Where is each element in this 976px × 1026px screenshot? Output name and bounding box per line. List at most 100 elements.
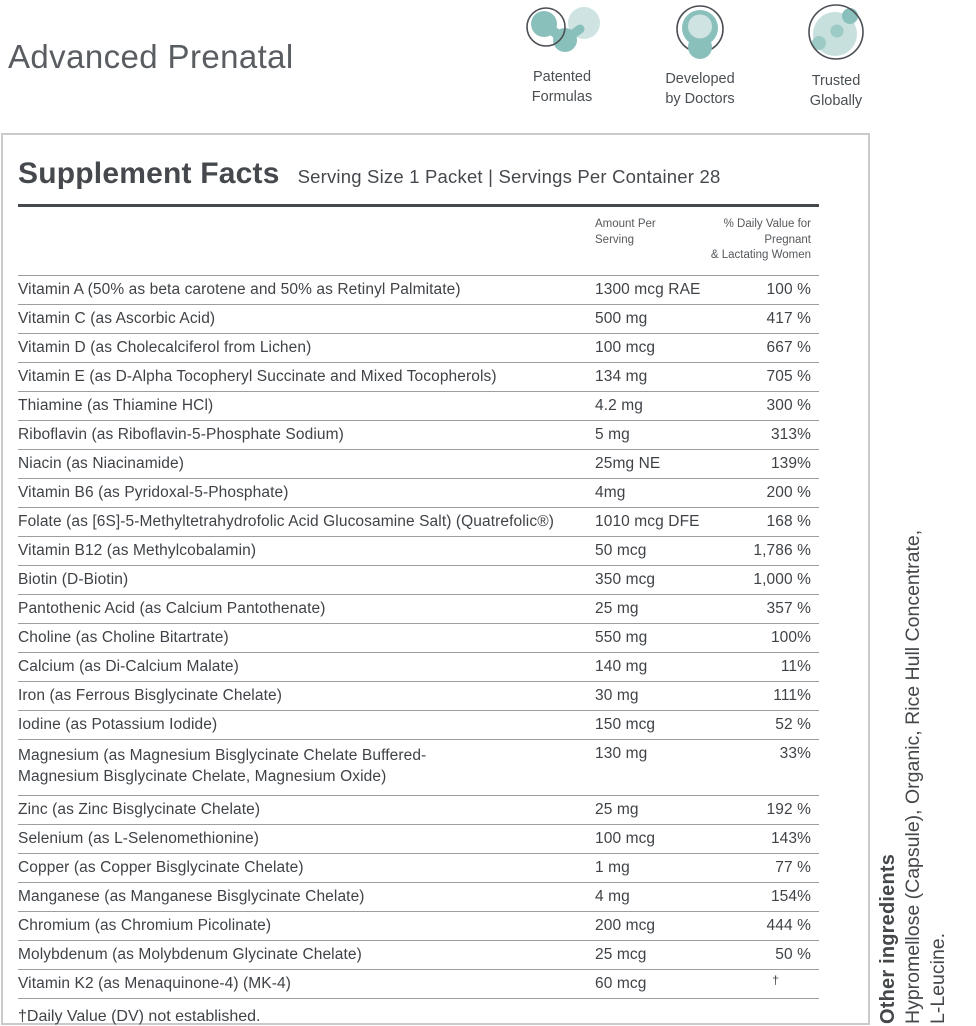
- nutrient-daily-value: 52 %: [775, 715, 811, 733]
- table-row: Vitamin B6 (as Pyridoxal-5-Phosphate) 4m…: [18, 479, 819, 508]
- nutrient-name: Selenium (as L-Selenomethionine): [18, 829, 259, 847]
- nutrient-daily-value: 168 %: [766, 512, 811, 530]
- nutrient-daily-value: 357 %: [766, 599, 811, 617]
- table-row: Selenium (as L-Selenomethionine) 100 mcg…: [18, 825, 819, 854]
- nutrient-daily-value: 667 %: [766, 338, 811, 356]
- nutrient-daily-value: 143%: [770, 829, 811, 847]
- nutrient-name: Choline (as Choline Bitartrate): [18, 628, 229, 646]
- badge-label: Developed by Doctors: [665, 71, 735, 107]
- nutrient-amount: 4mg: [595, 483, 626, 501]
- nutrient-amount: 30 mg: [595, 686, 639, 704]
- nutrient-amount: 100 mcg: [595, 338, 656, 356]
- nutrient-name: Vitamin C (as Ascorbic Acid): [18, 309, 216, 327]
- nutrient-amount: 200 mcg: [595, 916, 656, 934]
- nutrient-name: Chromium (as Chromium Picolinate): [18, 916, 272, 934]
- nutrient-daily-value: 139%: [770, 454, 811, 472]
- nutrient-amount: 150 mcg: [595, 715, 656, 733]
- footnote: †Daily Value (DV) not established.: [18, 1007, 261, 1025]
- nutrient-name: Iodine (as Potassium Iodide): [18, 715, 218, 733]
- nutrient-amount: 100 mcg: [595, 829, 656, 847]
- badge-developed-by-doctors: Developed by Doctors: [636, 2, 764, 109]
- nutrient-name: Vitamin D (as Cholecalciferol from Liche…: [18, 338, 312, 356]
- nutrient-name: Manganese (as Manganese Bisglycinate Che…: [18, 887, 365, 905]
- nutrient-daily-value: 100%: [770, 628, 811, 646]
- table-row: Vitamin K2 (as Menaquinone-4) (MK-4) 60 …: [18, 970, 819, 999]
- nutrient-name: Magnesium (as Magnesium Bisglycinate Che…: [18, 746, 427, 786]
- nutrient-name: Vitamin B12 (as Methylcobalamin): [18, 541, 257, 559]
- nutrient-name: Calcium (as Di-Calcium Malate): [18, 657, 239, 675]
- nutrient-daily-value: 1,786 %: [753, 541, 811, 559]
- column-spacer: [18, 217, 595, 264]
- doctor-icon: [676, 5, 724, 59]
- nutrient-daily-value: 200 %: [766, 483, 811, 501]
- nutrient-daily-value: 50 %: [775, 945, 811, 963]
- nutrient-amount: 4 mg: [595, 887, 630, 905]
- table-row: Niacin (as Niacinamide) 25mg NE 139%: [18, 450, 819, 479]
- page-title: Advanced Prenatal: [8, 38, 294, 75]
- nutrient-daily-value: 1,000 %: [753, 570, 811, 588]
- nutrient-name: Iron (as Ferrous Bisglycinate Chelate): [18, 686, 282, 704]
- nutrient-amount: 25 mcg: [595, 945, 647, 963]
- badge-trusted-globally: Trusted Globally: [772, 2, 900, 111]
- nutrient-name: Vitamin B6 (as Pyridoxal-5-Phosphate): [18, 483, 289, 501]
- table-row: Vitamin B12 (as Methylcobalamin) 50 mcg …: [18, 537, 819, 566]
- nutrient-amount: 25mg NE: [595, 454, 661, 472]
- table-row: Biotin (D-Biotin) 350 mcg 1,000 %: [18, 566, 819, 595]
- nutrient-daily-value: 100 %: [766, 280, 811, 298]
- facts-title: Supplement Facts: [18, 157, 280, 190]
- nutrient-name: Folate (as [6S]-5-Methyltetrahydrofolic …: [18, 512, 554, 530]
- table-row: Riboflavin (as Riboflavin-5-Phosphate So…: [18, 421, 819, 450]
- supplement-facts-panel: Supplement Facts Serving Size 1 Packet |…: [1, 133, 870, 1025]
- table-row: Pantothenic Acid (as Calcium Pantothenat…: [18, 595, 819, 624]
- nutrient-amount: 5 mg: [595, 425, 630, 443]
- nutrient-amount: 1300 mcg RAE: [595, 280, 701, 298]
- table-row: Manganese (as Manganese Bisglycinate Che…: [18, 883, 819, 912]
- badge-patented-formulas: Patented Formulas: [498, 2, 626, 107]
- column-header-daily-value: % Daily Value for Pregnant & Lactating W…: [710, 218, 811, 262]
- nutrient-daily-value: 417 %: [766, 309, 811, 327]
- nutrient-amount: 350 mcg: [595, 570, 656, 588]
- nutrient-daily-value: 313%: [770, 425, 811, 443]
- nutrient-name: Copper (as Copper Bisglycinate Chelate): [18, 858, 304, 876]
- column-header-amount: Amount Per Serving: [595, 218, 656, 246]
- nutrient-name: Thiamine (as Thiamine HCl): [18, 396, 214, 414]
- table-row: Vitamin A (50% as beta carotene and 50% …: [18, 276, 819, 305]
- table-row: Copper (as Copper Bisglycinate Chelate) …: [18, 854, 819, 883]
- table-row: Molybdenum (as Molybdenum Glycinate Chel…: [18, 941, 819, 970]
- header-rule: [18, 204, 819, 207]
- table-row: Folate (as [6S]-5-Methyltetrahydrofolic …: [18, 508, 819, 537]
- table-row: Magnesium (as Magnesium Bisglycinate Che…: [18, 740, 819, 796]
- nutrient-amount: 1 mg: [595, 858, 630, 876]
- nutrient-daily-value: 444 %: [766, 916, 811, 934]
- facts-rows: Vitamin A (50% as beta carotene and 50% …: [18, 276, 819, 999]
- table-row: Choline (as Choline Bitartrate) 550 mg 1…: [18, 624, 819, 653]
- table-row: Zinc (as Zinc Bisglycinate Chelate) 25 m…: [18, 796, 819, 825]
- nutrient-daily-value: 705 %: [766, 367, 811, 385]
- table-row: Vitamin E (as D-Alpha Tocopheryl Succina…: [18, 363, 819, 392]
- table-row: Thiamine (as Thiamine HCl) 4.2 mg 300 %: [18, 392, 819, 421]
- nutrient-daily-value: 192 %: [766, 800, 811, 818]
- molecule-icon: [526, 7, 600, 52]
- nutrient-daily-value: 11%: [780, 657, 811, 675]
- nutrient-amount: 130 mg: [595, 744, 648, 762]
- serving-info: Serving Size 1 Packet | Servings Per Con…: [297, 166, 721, 187]
- facts-header: Supplement Facts Serving Size 1 Packet |…: [18, 135, 819, 191]
- nutrient-daily-value: 77 %: [775, 858, 811, 876]
- table-row: Vitamin C (as Ascorbic Acid) 500 mg 417 …: [18, 305, 819, 334]
- table-row: Vitamin D (as Cholecalciferol from Liche…: [18, 334, 819, 363]
- nutrient-amount: 25 mg: [595, 599, 639, 617]
- other-ingredients-heading: Other ingredients: [877, 853, 899, 1024]
- badge-label: Patented Formulas: [531, 69, 593, 105]
- nutrient-name: Pantothenic Acid (as Calcium Pantothenat…: [18, 599, 326, 617]
- globe-icon: [808, 4, 864, 60]
- nutrient-name: Vitamin A (50% as beta carotene and 50% …: [18, 280, 461, 298]
- badge-label: Trusted Globally: [809, 73, 863, 109]
- nutrient-amount: 60 mcg: [595, 974, 647, 992]
- nutrient-amount: 25 mg: [595, 800, 639, 818]
- nutrient-name: Niacin (as Niacinamide): [18, 454, 184, 472]
- nutrient-name: Zinc (as Zinc Bisglycinate Chelate): [18, 800, 261, 818]
- nutrient-amount: 1010 mcg DFE: [595, 512, 700, 530]
- nutrient-amount: 140 mg: [595, 657, 648, 675]
- table-row: Chromium (as Chromium Picolinate) 200 mc…: [18, 912, 819, 941]
- nutrient-daily-value: 154%: [770, 887, 811, 905]
